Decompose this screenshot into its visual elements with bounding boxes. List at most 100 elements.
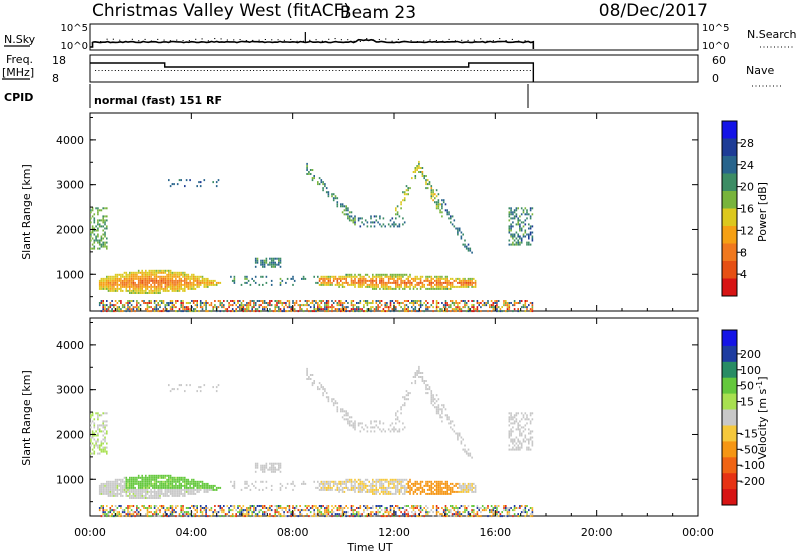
range-cell: [139, 281, 142, 284]
range-cell: [176, 488, 179, 491]
range-cell: [313, 310, 315, 313]
range-cell: [143, 289, 145, 292]
range-cell: [279, 486, 282, 489]
nave-point: [302, 70, 304, 71]
range-cell: [132, 511, 135, 514]
range-cell: [118, 492, 120, 495]
range-cell: [414, 482, 417, 485]
range-cell: [382, 478, 385, 481]
range-cell: [107, 482, 110, 485]
range-cell: [520, 221, 523, 224]
range-cell: [368, 275, 370, 278]
range-cell: [387, 428, 390, 431]
range-cell: [278, 462, 280, 465]
range-cell: [377, 300, 379, 302]
range-cell: [302, 304, 305, 307]
range-cell: [113, 279, 115, 282]
range-cell: [308, 505, 310, 507]
range-cell: [515, 412, 518, 415]
range-cell: [364, 279, 367, 282]
range-cell: [396, 283, 399, 286]
range-cell: [403, 402, 406, 405]
range-cell: [352, 486, 355, 489]
range-cell: [242, 310, 245, 313]
range-cell: [132, 283, 135, 286]
range-cell: [223, 511, 225, 514]
range-cell: [293, 308, 296, 311]
range-cell: [483, 304, 486, 307]
range-cell: [129, 308, 131, 311]
range-cell: [171, 289, 174, 292]
range-cell: [145, 494, 147, 497]
range-cell: [127, 494, 129, 497]
range-cell: [143, 507, 145, 509]
nave-point: [434, 70, 436, 71]
range-cell: [435, 308, 438, 311]
range-cell: [139, 492, 142, 495]
range-cell: [162, 513, 165, 516]
range-cell: [175, 507, 177, 509]
range-cell: [311, 179, 314, 182]
range-cell: [247, 306, 250, 309]
range-cell: [531, 304, 534, 307]
range-cell: [194, 277, 197, 280]
range-cell: [207, 482, 209, 485]
range-cell: [201, 306, 204, 309]
range-cell: [446, 283, 448, 286]
range-cell: [152, 482, 154, 485]
range-cell: [531, 302, 534, 304]
range-cell: [134, 281, 136, 284]
range-cell: [363, 277, 365, 280]
range-cell: [409, 484, 411, 487]
range-cell: [340, 480, 342, 483]
range-cell: [446, 308, 448, 311]
range-cell: [448, 283, 450, 286]
range-cell: [203, 281, 206, 284]
range-cell: [267, 304, 269, 307]
range-cell: [283, 308, 285, 311]
range-cell: [464, 239, 466, 242]
nave-point: [213, 70, 215, 71]
range-cell: [276, 300, 278, 302]
range-cell: [467, 511, 470, 514]
range-cell: [435, 203, 438, 206]
range-cell: [281, 484, 284, 487]
range-cell: [175, 488, 177, 491]
nave-point: [180, 70, 182, 71]
range-cell: [111, 300, 113, 302]
range-cell: [137, 486, 140, 489]
range-cell: [322, 486, 324, 489]
range-cell: [146, 277, 149, 280]
range-cell: [178, 478, 181, 481]
range-cell: [272, 466, 275, 469]
range-cell: [435, 281, 438, 284]
range-cell: [178, 488, 181, 491]
range-cell: [171, 480, 174, 483]
range-cell: [162, 484, 165, 487]
range-cell: [435, 302, 438, 304]
range-cell: [450, 306, 452, 309]
range-cell: [205, 482, 207, 485]
range-cell: [419, 306, 422, 309]
range-cell: [109, 480, 112, 483]
range-cell: [364, 484, 367, 487]
range-cell: [432, 302, 434, 304]
range-cell: [118, 505, 120, 507]
range-cell: [95, 434, 97, 437]
range-cell: [123, 285, 126, 288]
range-cell: [263, 308, 266, 311]
range-cell: [246, 480, 248, 483]
range-cell: [441, 199, 443, 202]
range-cell: [325, 300, 328, 302]
range-cell: [100, 444, 103, 447]
range-cell: [421, 175, 424, 177]
range-cell: [400, 486, 402, 489]
range-cell: [515, 446, 518, 449]
range-cell: [444, 302, 447, 304]
range-cell: [178, 490, 181, 493]
range-cell: [274, 509, 276, 512]
range-cell: [139, 279, 142, 282]
range-cell: [442, 482, 445, 485]
range-cell: [352, 488, 355, 491]
range-cell: [317, 388, 319, 391]
